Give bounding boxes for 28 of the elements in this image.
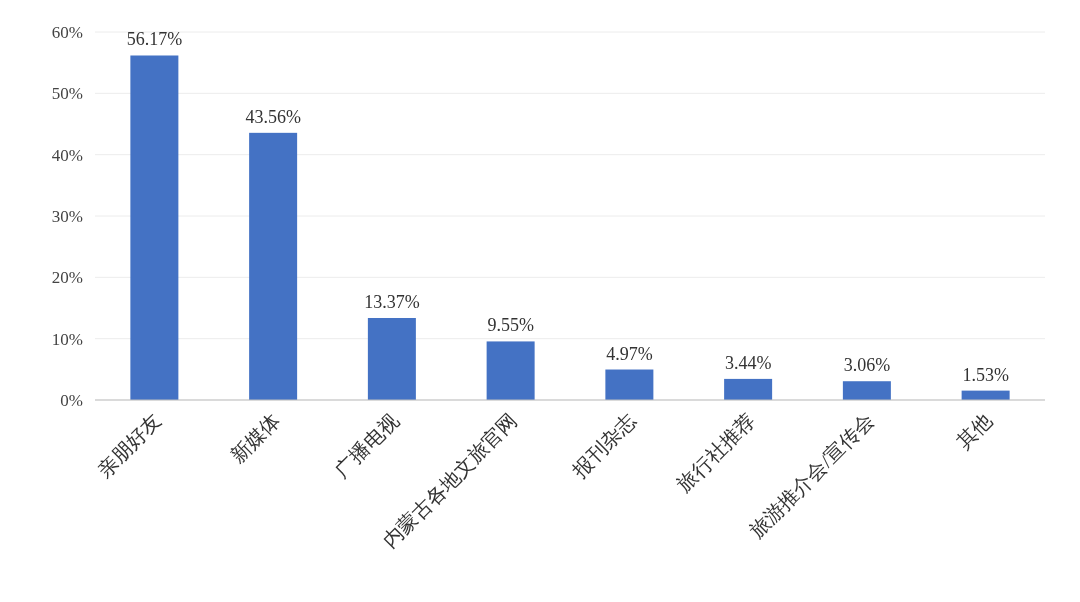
y-tick-label: 20% xyxy=(51,268,83,288)
bar xyxy=(130,55,179,400)
bar xyxy=(367,318,416,400)
x-tick-label: 新媒体 xyxy=(225,409,284,468)
x-tick-label: 其他 xyxy=(952,409,997,454)
data-label: 43.56% xyxy=(245,106,301,127)
data-label: 9.55% xyxy=(487,315,534,336)
bar xyxy=(605,369,654,400)
data-label: 13.37% xyxy=(364,292,420,312)
bar xyxy=(249,132,298,400)
y-tick-label: 60% xyxy=(51,23,83,42)
y-tick-label: 50% xyxy=(51,84,83,104)
bar xyxy=(724,378,773,400)
bar xyxy=(842,381,891,400)
data-label: 3.44% xyxy=(724,352,772,373)
bar xyxy=(486,341,535,400)
data-label: 3.06% xyxy=(843,355,891,376)
x-tick-label: 报刊杂志 xyxy=(567,409,641,483)
x-tick-label: 亲朋好友 xyxy=(93,409,166,482)
data-label: 56.17% xyxy=(126,29,183,50)
y-tick-label: 40% xyxy=(51,145,83,165)
data-label: 1.53% xyxy=(962,364,1009,385)
x-tick-label: 广播电视 xyxy=(330,409,403,482)
y-tick-label: 10% xyxy=(51,329,83,349)
x-tick-label: 旅行社推荐 xyxy=(672,409,759,496)
data-label: 4.97% xyxy=(606,343,653,364)
y-tick-label: 0% xyxy=(60,391,83,410)
y-tick-label: 30% xyxy=(51,207,83,226)
